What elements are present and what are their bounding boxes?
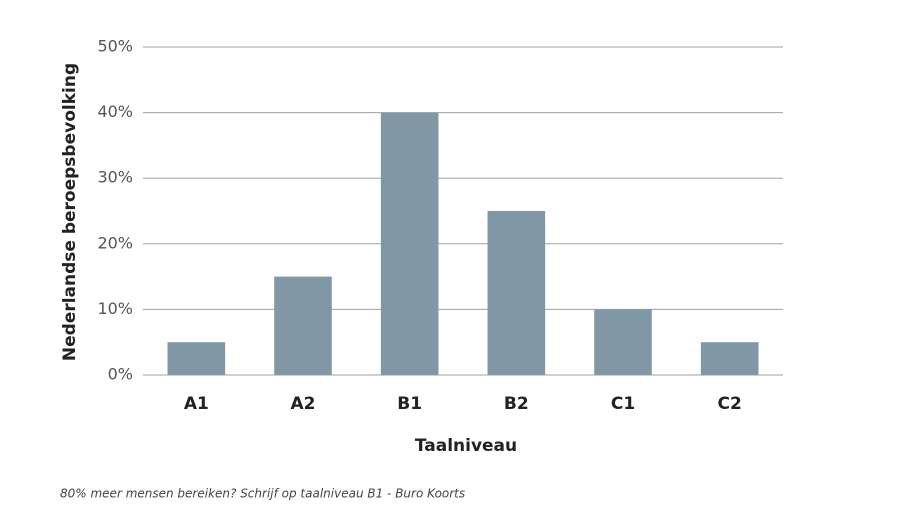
y-tick-label: 50% [97, 37, 133, 56]
x-tick-label: A1 [184, 394, 209, 414]
bar [700, 342, 759, 375]
y-axis-label: Nederlandse beroepsbevolking [60, 63, 80, 361]
bar [274, 276, 332, 375]
bar [380, 112, 439, 375]
x-tick-label: B2 [504, 394, 529, 414]
y-tick-label: 10% [97, 299, 133, 318]
x-tick-label: B1 [397, 394, 422, 414]
bar [487, 211, 546, 375]
x-tick-label: C2 [718, 394, 742, 414]
y-tick-label: 0% [108, 365, 133, 384]
y-tick-label: 40% [97, 102, 133, 121]
caption: 80% meer mensen bereiken? Schrijf op taa… [60, 487, 465, 501]
x-axis-label: Taalniveau [415, 436, 517, 456]
y-tick-label: 20% [97, 233, 133, 252]
y-tick-label: 30% [97, 168, 133, 187]
x-tick-label: A2 [291, 394, 316, 414]
bar [594, 309, 652, 375]
x-tick-label: C1 [611, 394, 635, 414]
bar [167, 342, 226, 375]
